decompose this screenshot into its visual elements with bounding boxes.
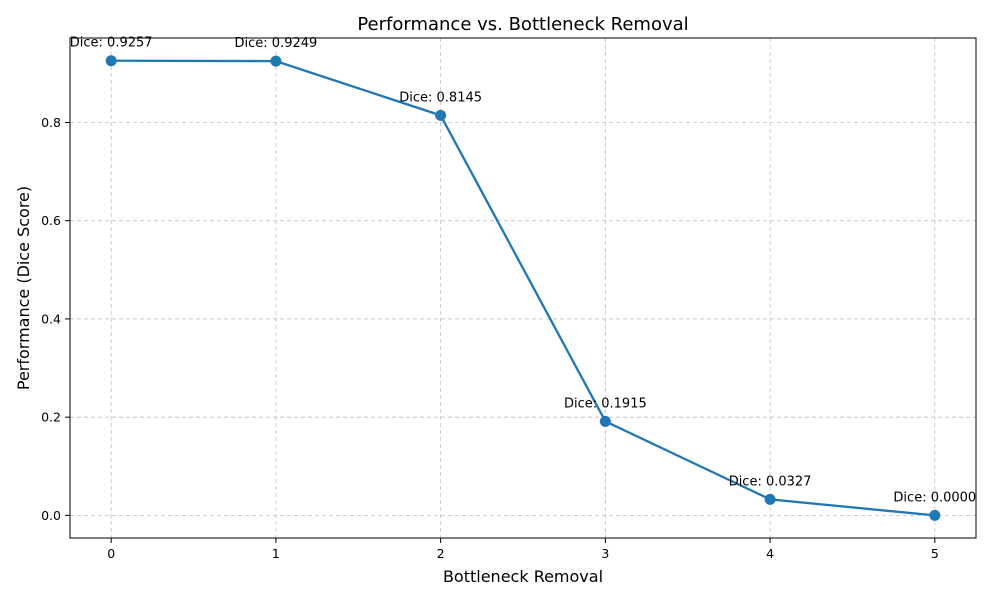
x-tick-label: 3 xyxy=(601,546,609,561)
data-point xyxy=(435,109,447,121)
chart-title: Performance vs. Bottleneck Removal xyxy=(357,14,688,35)
data-point-label: Dice: 0.8145 xyxy=(399,90,482,105)
data-point xyxy=(270,55,282,67)
y-axis-label: Performance (Dice Score) xyxy=(14,186,33,390)
series-line xyxy=(111,59,935,517)
plot-area-frame xyxy=(69,37,977,539)
data-point-label: Dice: 0.1915 xyxy=(564,396,647,411)
data-point xyxy=(929,509,941,521)
data-point xyxy=(764,493,776,505)
data-point-label: Dice: 0.9249 xyxy=(235,36,318,51)
grid xyxy=(70,38,976,538)
x-tick-label: 4 xyxy=(766,546,774,561)
y-tick-label: 0.8 xyxy=(41,115,61,130)
data-point-label: Dice: 0.0000 xyxy=(893,490,976,505)
y-tick-label: 0.6 xyxy=(41,213,61,228)
series xyxy=(105,55,941,521)
data-point-label: Dice: 0.9257 xyxy=(70,36,153,51)
data-point xyxy=(599,415,611,427)
x-tick-label: 2 xyxy=(437,546,445,561)
y-tick-label: 0.2 xyxy=(41,410,61,425)
axis-ticks: 0 1 2 3 4 5 0.0 0.2 0.4 0.6 0.8 xyxy=(41,115,939,561)
x-tick-label: 1 xyxy=(272,546,280,561)
data-labels: Dice: 0.9257 Dice: 0.9249 Dice: 0.8145 Dice… xyxy=(70,36,976,506)
x-tick-label: 5 xyxy=(931,546,939,561)
data-point xyxy=(105,55,117,67)
x-axis-label: Bottleneck Removal xyxy=(443,567,603,586)
x-tick-label: 0 xyxy=(107,546,115,561)
y-tick-label: 0.4 xyxy=(41,311,61,326)
data-point-label: Dice: 0.0327 xyxy=(729,474,812,489)
y-tick-label: 0.0 xyxy=(41,508,61,523)
